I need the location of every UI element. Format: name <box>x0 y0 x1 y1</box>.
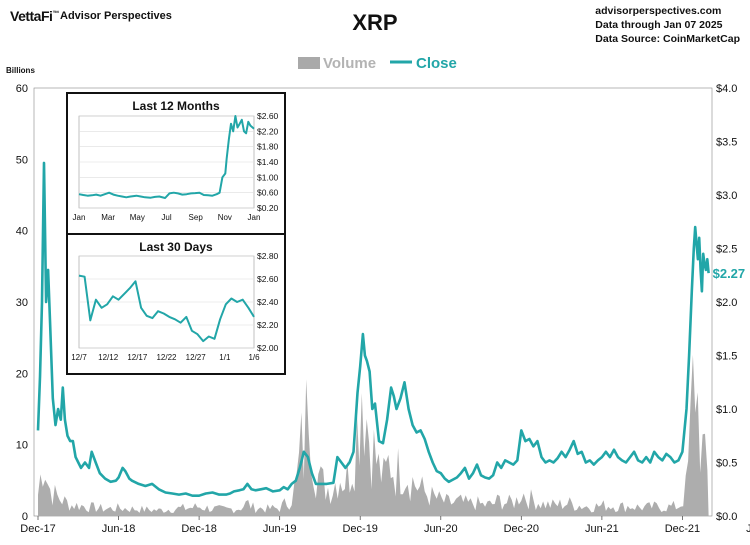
y-left-tick-label: 0 <box>22 511 28 523</box>
inset-30-days: Last 30 Days $2.00 $2.20 $2.40 $2.60 $2.80 12/… <box>66 233 286 375</box>
inset-12-months-y-tick-label: $1.00 <box>257 172 279 182</box>
inset-30-days-y-tick-label: $2.40 <box>257 297 279 307</box>
source-line: Data through Jan 07 2025 <box>595 19 723 31</box>
x-tick-label: Jun-18 <box>102 523 136 535</box>
inset-12-months-y-tick-label: $2.60 <box>257 111 279 121</box>
x-tick-label: Dec-19 <box>342 523 377 535</box>
inset-30-days-y-tick-label: $2.00 <box>257 343 279 353</box>
x-tick-label: Dec-17 <box>20 523 55 535</box>
inset-30-days-line <box>78 274 255 343</box>
inset-12-months-y-tick-label: $1.40 <box>257 157 279 167</box>
last-value-label: $2.27 <box>713 266 746 281</box>
y-right-tick-label: $1.0 <box>716 404 737 416</box>
legend-close-label: Close <box>416 55 457 72</box>
y-left-tick-label: 30 <box>16 297 28 309</box>
inset-12-months-x-tick-label: Mar <box>101 213 115 222</box>
y-right-tick-label: $0.0 <box>716 511 737 523</box>
y-left-tick-label: 10 <box>16 440 28 452</box>
inset-30-days-x-tick-label: 1/1 <box>219 353 231 362</box>
inset-12-months-x-tick-label: Jul <box>161 213 171 222</box>
inset-12-months-frame <box>66 92 286 236</box>
source-info: advisorperspectives.com Data through Jan… <box>595 4 740 46</box>
x-tick-label: Dec-21 <box>665 523 700 535</box>
y-right-tick-label: $2.5 <box>716 244 737 256</box>
y-right-tick-label: $2.0 <box>716 297 737 309</box>
inset-12-months-x-tick-label: Jan <box>248 213 261 222</box>
x-tick-label: Dec-18 <box>181 523 216 535</box>
inset-12-months-x-tick-label: May <box>130 213 145 222</box>
inset-12-months-x-tick-label: Sep <box>189 213 204 222</box>
inset-12-months: Last 12 Months $0.20 $0.60 $1.00 $1.40 $1.80 $… <box>66 92 286 236</box>
inset-12-months-y-tick-label: $1.80 <box>257 142 279 152</box>
legend-volume-label: Volume <box>323 55 376 72</box>
inset-12-months-title: Last 12 Months <box>132 99 220 113</box>
x-tick-label: Dec-20 <box>504 523 539 535</box>
y-right-tick-label: $3.0 <box>716 190 737 202</box>
source-line: Data Source: CoinMarketCap <box>595 33 740 45</box>
y-left-tick-label: 40 <box>16 226 28 238</box>
inset-30-days-title: Last 30 Days <box>139 240 213 254</box>
inset-12-months-y-tick-label: $2.20 <box>257 126 279 136</box>
brand-subtitle: Advisor Perspectives <box>60 10 172 22</box>
inset-30-days-y-tick-label: $2.60 <box>257 274 279 284</box>
inset-30-days-y-tick-label: $2.20 <box>257 320 279 330</box>
inset-12-months-y-tick-label: $0.60 <box>257 188 279 198</box>
inset-30-days-x-tick-label: 12/7 <box>71 353 87 362</box>
inset-30-days-frame <box>66 233 286 375</box>
x-tick-label: Jun-22 <box>746 523 750 535</box>
y-left-tick-label: 20 <box>16 368 28 380</box>
source-line: advisorperspectives.com <box>595 5 722 17</box>
x-tick-label: Jun-19 <box>263 523 297 535</box>
volume-area <box>38 354 709 516</box>
inset-12-months-x-tick-label: Jan <box>73 213 86 222</box>
chart-title: XRP <box>352 10 398 35</box>
left-axis-unit: Billions <box>6 66 35 75</box>
vettafi-logo: VettaFi™ <box>10 8 59 24</box>
inset-12-months-x-tick-label: Nov <box>218 213 232 222</box>
x-tick-label: Jun-21 <box>585 523 619 535</box>
inset-12-months-y-tick-label: $0.20 <box>257 203 279 213</box>
y-left-tick-label: 60 <box>16 83 28 95</box>
x-tick-label: Jun-20 <box>424 523 458 535</box>
inset-30-days-x-tick-label: 12/12 <box>98 353 119 362</box>
y-right-tick-label: $1.5 <box>716 351 737 363</box>
y-right-tick-label: $0.5 <box>716 458 737 470</box>
y-right-tick-label: $3.5 <box>716 137 737 149</box>
inset-30-days-x-tick-label: 1/6 <box>248 353 260 362</box>
inset-30-days-x-tick-label: 12/17 <box>127 353 148 362</box>
inset-30-days-x-tick-label: 12/22 <box>156 353 177 362</box>
legend-volume-swatch <box>298 57 320 69</box>
y-left-tick-label: 50 <box>16 154 28 166</box>
inset-30-days-x-tick-label: 12/27 <box>186 353 207 362</box>
inset-30-days-y-tick-label: $2.80 <box>257 251 279 261</box>
close-price-line <box>36 161 710 497</box>
inset-12-months-line <box>78 115 255 199</box>
y-right-tick-label: $4.0 <box>716 83 737 95</box>
